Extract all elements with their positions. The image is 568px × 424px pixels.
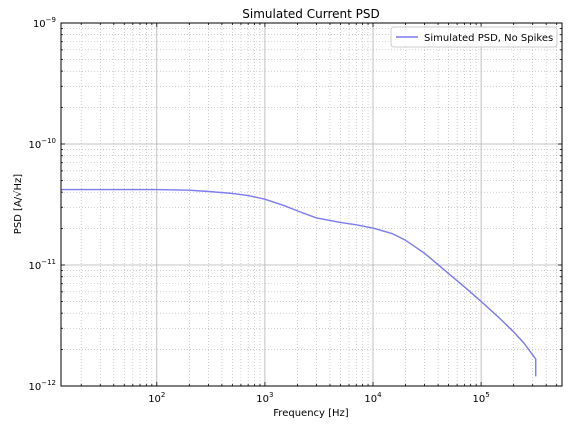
legend-box bbox=[390, 26, 558, 48]
y-tick-label: 10−9 bbox=[33, 16, 56, 30]
chart-title: Simulated Current PSD bbox=[242, 7, 379, 21]
x-tick-labels: 102 103 104 105 bbox=[148, 391, 490, 405]
plot-frame bbox=[60, 22, 563, 387]
y-axis-label: PSD [A/√Hz] bbox=[13, 174, 24, 235]
x-tick-label: 103 bbox=[256, 391, 273, 405]
x-axis-label: Frequency [Hz] bbox=[273, 408, 349, 419]
y-tick-label: 10−12 bbox=[28, 379, 56, 393]
x-tick-label: 105 bbox=[473, 391, 490, 405]
y-tick-labels: 10−9 10−10 10−11 10−12 bbox=[28, 16, 56, 393]
x-tick-label: 102 bbox=[148, 391, 165, 405]
y-tick-label: 10−11 bbox=[28, 258, 56, 272]
legend: Simulated PSD, No Spikes bbox=[390, 26, 558, 48]
series-layer bbox=[61, 188, 537, 377]
axis-ticks bbox=[61, 22, 562, 387]
legend-label: Simulated PSD, No Spikes bbox=[424, 33, 553, 44]
x-tick-label: 104 bbox=[364, 391, 382, 405]
y-tick-label: 10−10 bbox=[28, 137, 56, 151]
minor-grid bbox=[61, 23, 562, 386]
series-line bbox=[61, 188, 537, 377]
